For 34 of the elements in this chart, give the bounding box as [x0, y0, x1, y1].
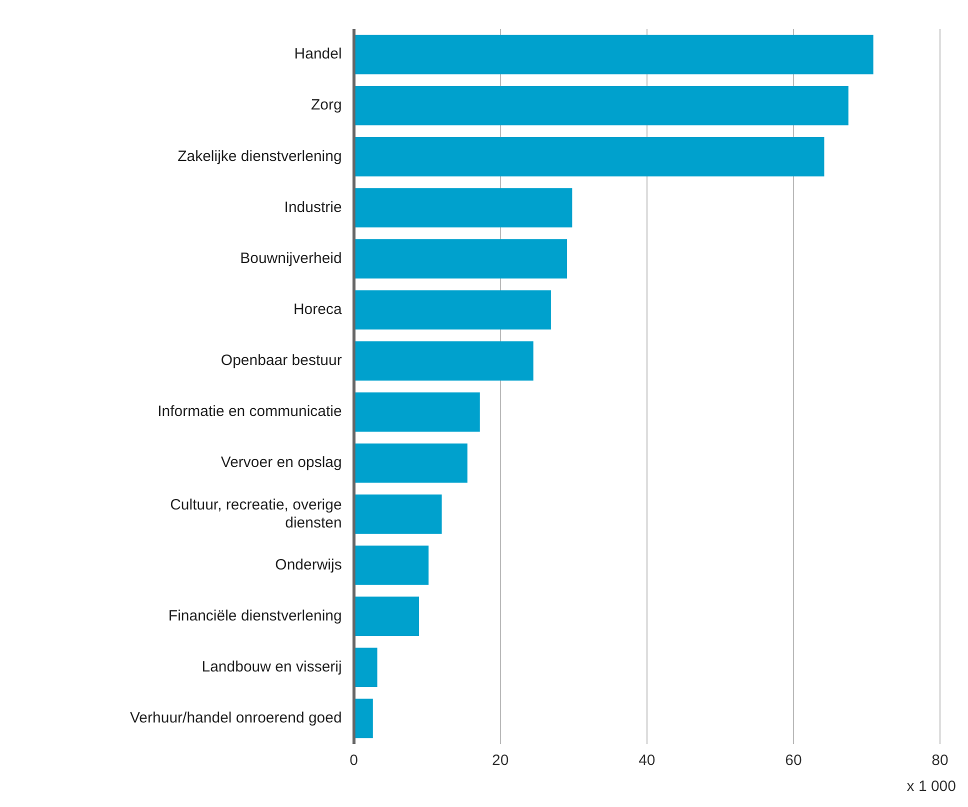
- bar: [355, 290, 551, 330]
- y-tick-label: Vervoer en opslag: [220, 454, 342, 472]
- y-tick-label: Onderwijs: [275, 556, 342, 574]
- y-tick-label: Cultuur, recreatie, overige diensten: [170, 496, 342, 532]
- text: x 1 000: [906, 778, 957, 795]
- y-tick-label: Openbaar bestuur: [220, 352, 342, 370]
- y-tick-label: Handel: [294, 46, 342, 63]
- bar: [355, 494, 442, 534]
- y-tick-label: Zorg: [310, 96, 342, 114]
- y-tick-label: Zakelijke dienstverlening: [178, 148, 342, 165]
- y-tick-label: Informatie en communicatie: [158, 403, 342, 420]
- x-tick-label: 80: [932, 752, 948, 770]
- bar: [355, 137, 824, 176]
- y-tick-label: Horeca: [293, 301, 342, 318]
- bar: [355, 443, 468, 483]
- bar: [355, 648, 378, 688]
- y-tick-label: Industrie: [284, 198, 342, 216]
- y-tick-label: Bouwnijverheid: [240, 250, 342, 267]
- y-tick-label: Financiële dienstverlening: [168, 607, 342, 624]
- x-tick-label: 0: [350, 752, 358, 770]
- x-tick-label: 20: [492, 752, 509, 770]
- bar: [355, 239, 568, 278]
- y-tick-label: Landbouw en visserij: [202, 658, 342, 676]
- x-tick-label: 60: [785, 752, 802, 770]
- y-tick-label: Verhuur/handel onroerend goed: [130, 710, 342, 727]
- bar: [355, 546, 429, 585]
- bar: [355, 698, 373, 738]
- bar: [355, 392, 480, 432]
- bar: [355, 596, 420, 636]
- bar: [355, 341, 534, 381]
- bar: [355, 34, 874, 74]
- bar: [355, 188, 572, 228]
- bar: [355, 86, 848, 126]
- x-tick-label: 40: [638, 752, 656, 770]
